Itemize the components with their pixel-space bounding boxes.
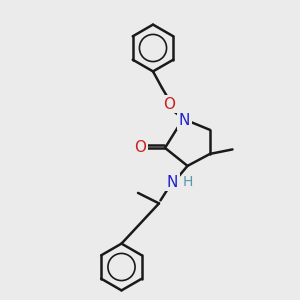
Text: N: N [179,113,190,128]
Text: O: O [134,140,146,155]
Text: N: N [167,175,178,190]
Text: O: O [164,97,175,112]
Text: H: H [183,176,193,189]
